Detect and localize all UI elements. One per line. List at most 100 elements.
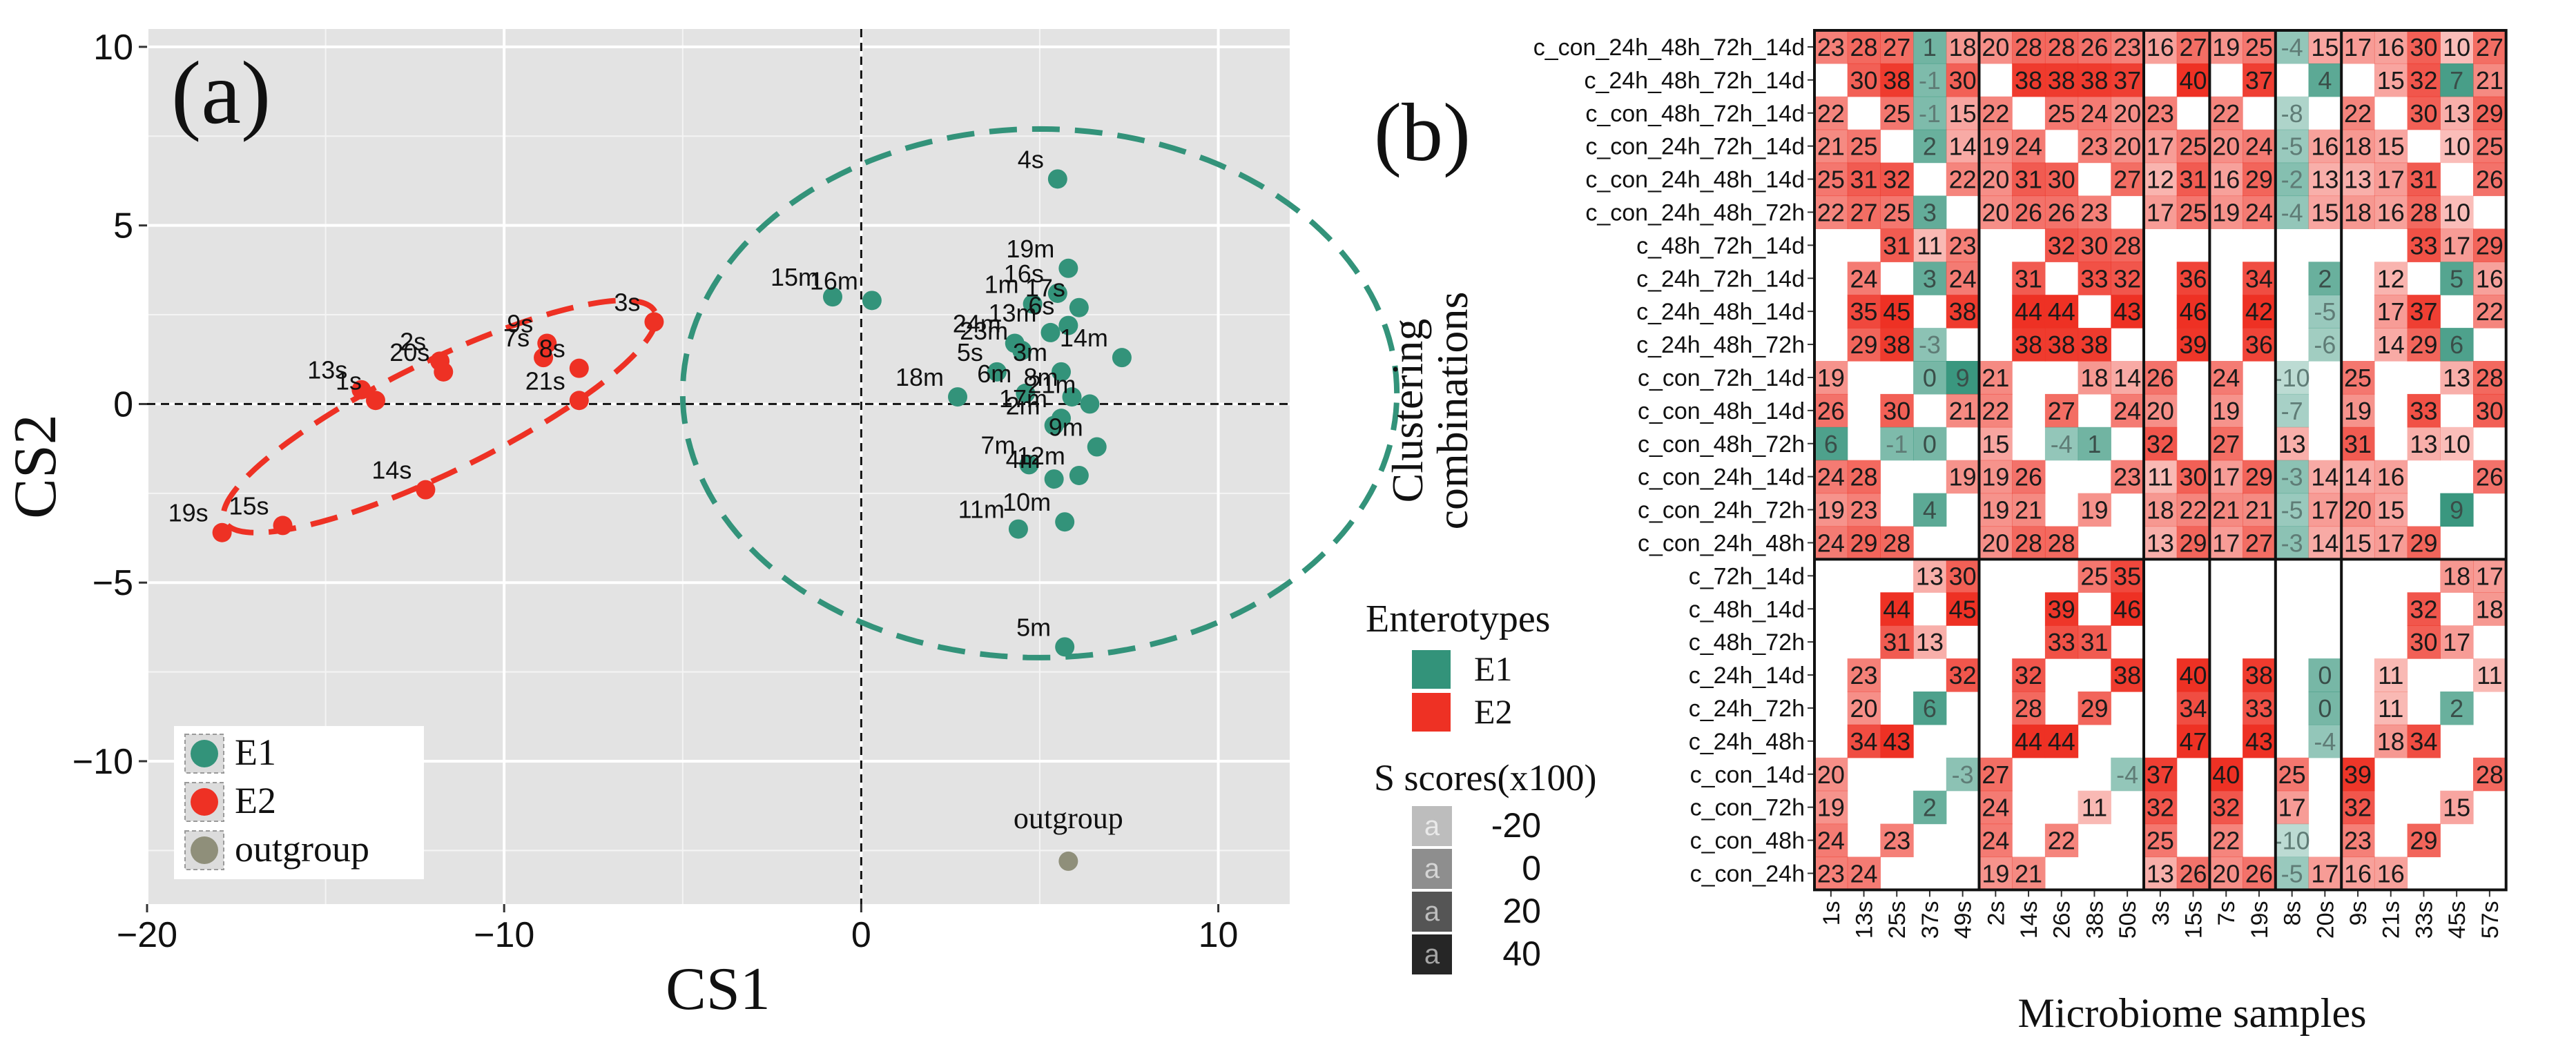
legend-marker xyxy=(191,740,218,767)
heatmap-cell xyxy=(2473,658,2507,692)
row-label: c_con_14d xyxy=(1690,762,1805,788)
legend-marker xyxy=(191,788,218,816)
heatmap-cell xyxy=(2012,162,2046,197)
cell-value: 21 xyxy=(2015,859,2042,888)
heatmap-cell xyxy=(1913,361,1947,395)
cell-value: 24 xyxy=(1817,529,1845,557)
row-label: c_con_48h_72h_14d xyxy=(1585,101,1805,127)
heatmap-cell xyxy=(1979,195,2013,229)
heatmap-cell xyxy=(2078,96,2111,130)
heatmap-cell xyxy=(2473,295,2507,329)
cell-value: -7 xyxy=(2281,397,2303,425)
cell-value: 31 xyxy=(2180,166,2207,194)
cell-value: 10 xyxy=(2443,33,2470,61)
cell-value: 23 xyxy=(1817,859,1845,888)
cell-value: 19 xyxy=(1817,794,1845,822)
heatmap-cell xyxy=(1847,460,1881,494)
cell-value: 37 xyxy=(2113,66,2141,95)
heatmap-border xyxy=(1813,29,2508,892)
point-label: 18m xyxy=(895,363,944,391)
heatmap-cell xyxy=(1880,393,1914,428)
heatmap-cell xyxy=(2144,361,2178,395)
heatmap-cell xyxy=(2440,692,2474,725)
cell-value: 18 xyxy=(2377,727,2405,756)
heatmap-cell xyxy=(1814,393,1848,428)
cell-value: 23 xyxy=(2080,133,2108,161)
y-tick-label: −10 xyxy=(72,742,133,782)
heatmap-cell xyxy=(2407,724,2441,758)
heatmap-cell xyxy=(1946,361,1980,395)
heatmap-cell xyxy=(1814,493,1848,527)
cell-value: 24 xyxy=(1949,264,1977,293)
heatmap-cell xyxy=(2012,328,2046,362)
heatmap-cell xyxy=(1979,129,2013,164)
heatmap-cell xyxy=(2407,526,2441,560)
heatmap-cell xyxy=(1946,129,1980,164)
cell-value: 20 xyxy=(2113,99,2141,128)
heatmap-cell xyxy=(2440,493,2474,527)
heatmap-cell xyxy=(1913,63,1947,97)
heatmap-cell xyxy=(2044,30,2079,64)
cell-value: 32 xyxy=(2212,794,2240,822)
cell-value: 25 xyxy=(2278,761,2306,789)
heatmap-cell xyxy=(2374,724,2408,758)
heatmap-cell xyxy=(2044,63,2079,97)
row-label: c_con_24h_48h_72h xyxy=(1585,199,1805,226)
heatmap-cell xyxy=(2440,625,2474,659)
heatmap-cell xyxy=(2243,162,2276,197)
heatmap-cell xyxy=(1814,195,1848,229)
cell-value: 21 xyxy=(2476,66,2504,95)
point-label: 6m xyxy=(977,360,1011,388)
cell-value: 31 xyxy=(2410,166,2437,194)
heatmap-cell xyxy=(2440,30,2474,64)
heatmap-cell xyxy=(2374,692,2408,725)
heatmap-cell xyxy=(2308,30,2342,64)
heatmap-cell xyxy=(2341,757,2375,792)
cell-value: 22 xyxy=(1817,198,1845,226)
heatmap-cell xyxy=(1946,393,1980,428)
cell-value: 35 xyxy=(1850,297,1878,326)
point-e2 xyxy=(434,362,454,382)
cell-value: 44 xyxy=(2015,297,2042,326)
cell-value: 4 xyxy=(1923,496,1937,524)
heatmap-cell xyxy=(1847,295,1881,329)
point-label: outgroup xyxy=(1014,801,1123,835)
cell-value: 20 xyxy=(1982,166,2009,194)
heatmap-cell xyxy=(1913,559,1947,593)
cell-value: 19 xyxy=(2344,397,2372,425)
y-tick-label: −5 xyxy=(93,563,133,603)
cell-value: 13 xyxy=(2311,166,2338,194)
cell-value: 24 xyxy=(2113,397,2141,425)
cell-value: 29 xyxy=(2410,827,2437,855)
point-e2 xyxy=(212,522,232,542)
cell-value: 22 xyxy=(2476,297,2504,326)
cell-value: 30 xyxy=(1949,66,1977,95)
heatmap-cell xyxy=(2308,856,2342,890)
point-label: 9m xyxy=(1049,413,1083,442)
score-label: 40 xyxy=(1502,934,1541,973)
heatmap-cell xyxy=(1880,625,1914,659)
cell-value: 24 xyxy=(1817,463,1845,491)
cell-value: -5 xyxy=(2314,297,2336,326)
heatmap-cell xyxy=(1814,30,1848,64)
cell-value: 22 xyxy=(2180,496,2207,524)
row-label: c_con_48h xyxy=(1690,828,1805,854)
cell-value: 14 xyxy=(2113,364,2141,392)
heatmap-cell xyxy=(2341,493,2375,527)
cell-value: 12 xyxy=(2377,264,2405,293)
cell-value: 0 xyxy=(1923,430,1937,458)
heatmap-cell xyxy=(2374,328,2408,362)
row-label: c_con_72h_14d xyxy=(1638,365,1805,391)
point-e1 xyxy=(1047,169,1067,189)
heatmap-cell xyxy=(2407,162,2441,197)
cell-value: 15 xyxy=(2443,794,2470,822)
cell-value: 19 xyxy=(1982,133,2009,161)
cell-value: 21 xyxy=(2212,496,2240,524)
cell-value: 24 xyxy=(1982,827,2009,855)
heatmap-cell xyxy=(2012,692,2046,725)
heatmap-cell xyxy=(2078,328,2111,362)
heatmap-cell xyxy=(2374,195,2408,229)
cell-value: 22 xyxy=(2212,827,2240,855)
heatmap-cell xyxy=(2275,823,2309,858)
heatmap-cell xyxy=(2176,328,2210,362)
